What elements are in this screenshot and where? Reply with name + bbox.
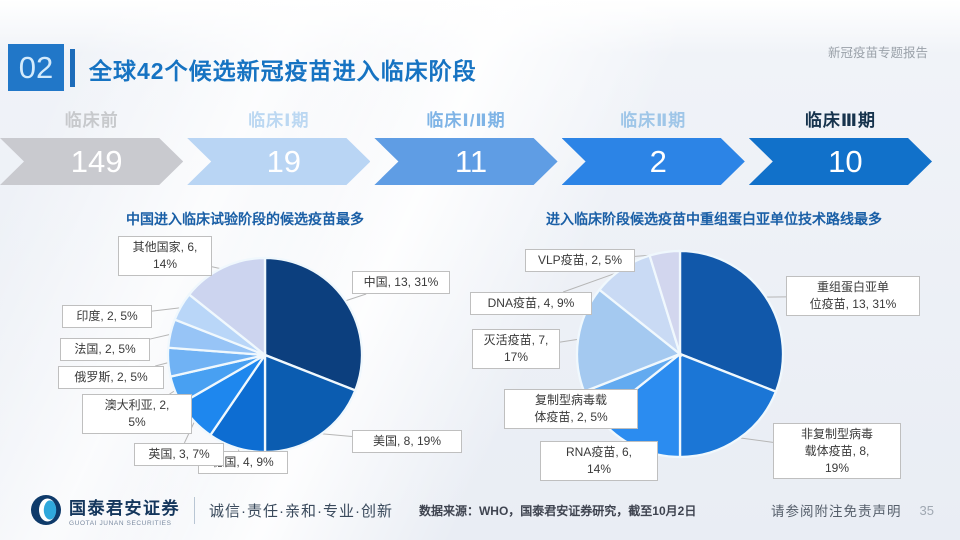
- page-title: 全球42个候选新冠疫苗进入临床阶段: [89, 58, 477, 84]
- pie-slice-label: 澳大利亚, 2, 5%: [82, 394, 192, 434]
- footer: 国泰君安证券 GUOTAI JUNAN SECURITIES 诚信·责任·亲和·…: [30, 490, 934, 530]
- pie-label-leader-line: [736, 436, 774, 443]
- funnel-stage-value: 11: [454, 143, 488, 179]
- funnel-stage-label: 临床Ⅰ期: [248, 111, 310, 130]
- pie-slice-label: 重组蛋白亚单 位疫苗, 13, 31%: [786, 276, 920, 316]
- funnel-stage-label: 临床Ⅱ期: [620, 111, 687, 130]
- funnel-stage-value: 2: [649, 143, 667, 179]
- funnel-stage-arrows: 149 19 11 2 10: [0, 138, 932, 185]
- pie-label-leader-line: [151, 307, 183, 312]
- funnel-stage-arrow: 149: [0, 138, 183, 185]
- funnel-stage-arrow: 10: [749, 138, 932, 185]
- funnel-stage-label: 临床Ⅲ期: [804, 111, 876, 130]
- pie-slice-label: 灭活疫苗, 7, 17%: [472, 329, 560, 369]
- pie-panel-by-technology: 进入临床阶段候选疫苗中重组蛋白亚单位技术路线最多 重组蛋白亚单 位疫苗, 13,…: [470, 205, 958, 492]
- pie-slice-label: 印度, 2, 5%: [62, 305, 152, 328]
- pie-slice-label: 俄罗斯, 2, 5%: [58, 366, 164, 389]
- pie-slice: [187, 256, 267, 358]
- funnel-stage-arrow: 19: [187, 138, 370, 185]
- pie-slice-label: 其他国家, 6, 14%: [118, 236, 212, 276]
- brand-text: 国泰君安证券 GUOTAI JUNAN SECURITIES: [69, 494, 180, 527]
- pie-slice-label: 中国, 13, 31%: [352, 271, 450, 294]
- footer-divider: [194, 496, 195, 524]
- guotai-junan-logo-icon: [31, 495, 61, 525]
- pie-chart-by-country: [149, 256, 367, 454]
- pie-slice-label: 美国, 8, 19%: [352, 430, 462, 453]
- pie-slice-label: 非复制型病毒 载体疫苗, 8, 19%: [773, 423, 901, 480]
- funnel-stage-label: 临床前: [64, 111, 119, 130]
- right-chart-title: 进入临床阶段候选疫苗中重组蛋白亚单位技术路线最多: [546, 211, 882, 227]
- page-number: 35: [919, 502, 934, 518]
- pie-slice-label: 复制型病毒载 体疫苗, 2, 5%: [504, 389, 638, 429]
- pie-label-leader-line: [343, 293, 367, 302]
- pie-label-leader-line: [318, 432, 353, 438]
- pie-label-leader-line: [559, 338, 581, 343]
- brand-slogan: 诚信·责任·亲和·专业·创新: [209, 502, 393, 520]
- left-chart-title: 中国进入临床试验阶段的候选疫苗最多: [126, 211, 364, 227]
- brand-name-cn: 国泰君安证券: [69, 498, 180, 518]
- pie-slice-label: DNA疫苗, 4, 9%: [470, 292, 592, 315]
- section-number-badge: 02: [8, 44, 64, 91]
- report-series-note: 新冠疫苗专题报告: [827, 46, 928, 60]
- pie-slice: [263, 256, 364, 392]
- pie-label-leader-line: [149, 333, 173, 340]
- pie-slice: [575, 288, 683, 394]
- funnel-stage-arrow: 11: [374, 138, 557, 185]
- funnel-stage-arrow: 2: [562, 138, 745, 185]
- funnel-stage-labels: 临床前 临床Ⅰ期 临床Ⅰ/Ⅱ期 临床Ⅱ期 临床Ⅲ期: [0, 106, 932, 131]
- pie-slice: [678, 352, 778, 459]
- funnel-stage-value: 10: [828, 143, 863, 179]
- pie-slice-label: 法国, 2, 5%: [60, 338, 150, 361]
- title-accent-bar: [70, 49, 75, 87]
- pie-slice: [648, 249, 682, 355]
- pie-panel-by-country: 中国进入临床试验阶段的候选疫苗最多 中国, 13, 31% 美国, 8, 19% 德…: [10, 205, 480, 492]
- brand-name-en: GUOTAI JUNAN SECURITIES: [69, 519, 172, 527]
- pie-slice-label: VLP疫苗, 2, 5%: [525, 249, 635, 272]
- funnel-stage-value: 149: [70, 143, 123, 179]
- funnel-stage-label: 临床Ⅰ/Ⅱ期: [426, 111, 506, 130]
- pie-slice: [678, 249, 785, 394]
- clinical-stage-funnel: 临床前 临床Ⅰ期 临床Ⅰ/Ⅱ期 临床Ⅱ期 临床Ⅲ期 149 19 11 2 10: [0, 106, 932, 185]
- funnel-stage-value: 19: [266, 143, 302, 179]
- pie-slice-label: RNA疫苗, 6, 14%: [540, 441, 658, 481]
- pie-slice-label: 英国, 3, 7%: [134, 443, 224, 466]
- data-source-note: 数据来源：WHO，国泰君安证券研究，截至10月2日: [418, 503, 697, 518]
- disclaimer-note: 请参阅附注免责声明: [771, 504, 902, 519]
